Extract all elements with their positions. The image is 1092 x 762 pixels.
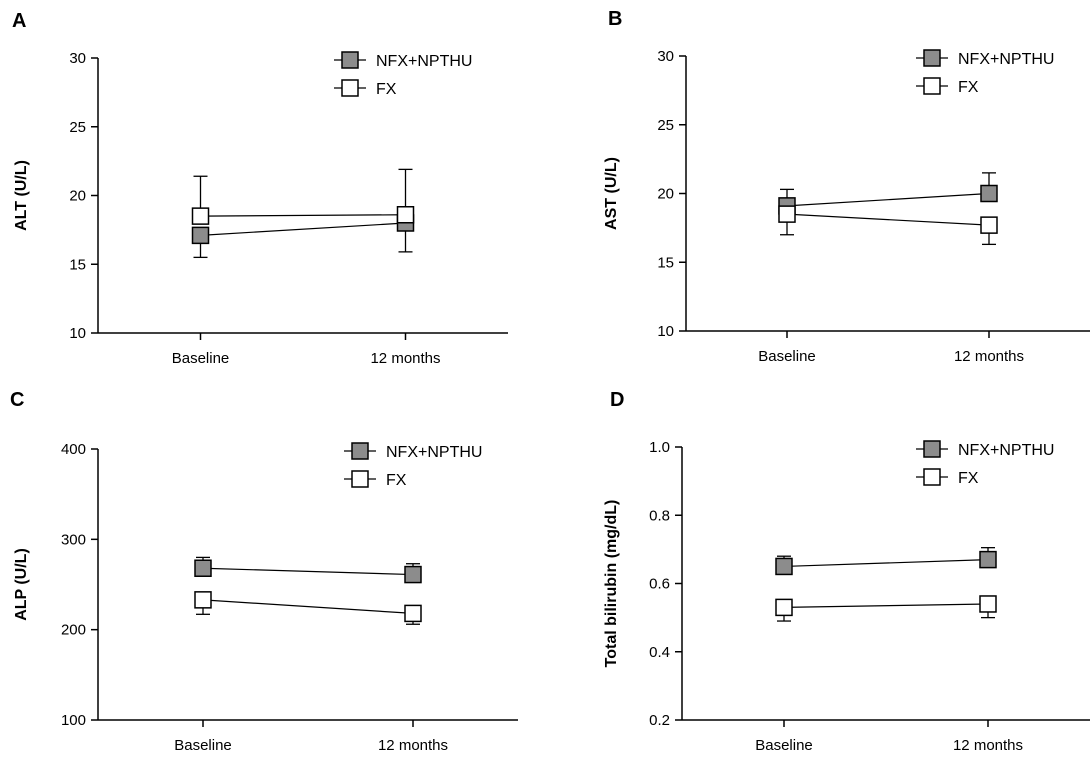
legend-label: NFX+NPTHU <box>958 51 1054 68</box>
y-axis-title: ALT (U/L) <box>13 160 30 231</box>
legend-label: FX <box>376 81 397 98</box>
data-marker <box>979 550 997 569</box>
y-tick-label: 20 <box>657 186 674 203</box>
y-tick-label: 25 <box>69 119 86 136</box>
chart-c: 100 200 300 400 Baseline 12 months ALP (U/L) NF… <box>13 441 518 754</box>
legend-label: FX <box>958 470 979 487</box>
panel-letter: A <box>12 10 27 32</box>
y-tick-label: 0.8 <box>649 507 670 524</box>
x-tick-label: Baseline <box>174 737 232 754</box>
y-tick-label: 0.2 <box>649 712 670 729</box>
panel-a: A 10 15 20 25 30 Baseline 12 months ALT (U/L) NF… <box>0 0 546 381</box>
legend-label: NFX+NPTHU <box>958 442 1054 459</box>
panel-letter: C <box>10 389 25 411</box>
series-line <box>202 599 414 615</box>
panel-d: D 0.2 0.4 0.6 0.8 1.0 Baseline 12 months Total … <box>546 381 1092 762</box>
legend-marker <box>341 51 359 69</box>
legend-marker <box>923 468 941 486</box>
data-marker <box>775 598 793 617</box>
data-marker <box>404 604 422 623</box>
chart-a: 10 15 20 25 30 Baseline 12 months ALT (U/L) NFX+… <box>13 50 508 367</box>
y-tick-label: 300 <box>61 531 86 548</box>
y-tick-label: 10 <box>657 323 674 340</box>
data-marker <box>778 205 796 223</box>
y-tick-label: 15 <box>69 256 86 273</box>
data-marker <box>396 206 415 224</box>
panel-b: B 10 15 20 25 30 Baseline 12 months AST (U/L) NF… <box>546 0 1092 381</box>
series-line <box>202 567 414 576</box>
x-tick-label: 12 months <box>954 348 1024 365</box>
x-tick-label: Baseline <box>758 348 816 365</box>
series-line <box>200 214 406 217</box>
series-line <box>783 603 989 608</box>
y-tick-label: 25 <box>657 117 674 134</box>
y-axis-title: ALP (U/L) <box>13 548 30 621</box>
y-tick-label: 10 <box>69 325 86 342</box>
series-line <box>200 222 406 236</box>
chart-b: 10 15 20 25 30 Baseline 12 months AST (U/L) NFX+… <box>603 48 1090 365</box>
x-tick-label: Baseline <box>172 350 230 367</box>
legend-label: FX <box>386 472 407 489</box>
y-tick-label: 1.0 <box>649 439 670 456</box>
panel-c: C 100 200 300 400 Baseline 12 months ALP (U/L)… <box>0 381 546 762</box>
legend-label: FX <box>958 79 979 96</box>
data-marker <box>980 216 998 234</box>
y-axis-title: AST (U/L) <box>603 157 620 230</box>
series-line <box>786 192 990 207</box>
data-marker <box>980 184 998 203</box>
data-marker <box>191 226 210 245</box>
series-line <box>786 213 990 226</box>
y-tick-label: 200 <box>61 622 86 639</box>
y-tick-label: 30 <box>69 50 86 67</box>
legend-label: NFX+NPTHU <box>386 444 482 461</box>
data-marker <box>194 559 212 577</box>
x-tick-label: 12 months <box>953 737 1023 754</box>
x-tick-label: 12 months <box>378 737 448 754</box>
y-axis-title: Total bilirubin (mg/dL) <box>603 500 620 668</box>
y-tick-label: 0.6 <box>649 576 670 593</box>
y-tick-label: 15 <box>657 254 674 271</box>
data-marker <box>191 207 210 225</box>
legend-marker <box>341 79 359 97</box>
chart-d: 0.2 0.4 0.6 0.8 1.0 Baseline 12 months Total bi… <box>603 439 1090 754</box>
y-tick-label: 400 <box>61 441 86 458</box>
data-marker <box>194 591 212 609</box>
y-tick-label: 0.4 <box>649 644 670 661</box>
data-marker <box>775 557 793 576</box>
data-marker <box>979 595 997 613</box>
y-tick-label: 100 <box>61 712 86 729</box>
legend-marker <box>923 77 941 95</box>
legend-marker <box>351 442 369 460</box>
x-tick-label: 12 months <box>370 350 440 367</box>
data-marker <box>404 565 422 584</box>
legend-marker <box>351 470 369 488</box>
legend-marker <box>923 440 941 458</box>
y-tick-label: 30 <box>657 48 674 65</box>
y-tick-label: 20 <box>69 188 86 205</box>
legend-label: NFX+NPTHU <box>376 53 472 70</box>
series-line <box>783 559 989 568</box>
x-tick-label: Baseline <box>755 737 813 754</box>
panel-letter: D <box>610 389 625 411</box>
panel-letter: B <box>608 8 623 30</box>
legend-marker <box>923 49 941 67</box>
